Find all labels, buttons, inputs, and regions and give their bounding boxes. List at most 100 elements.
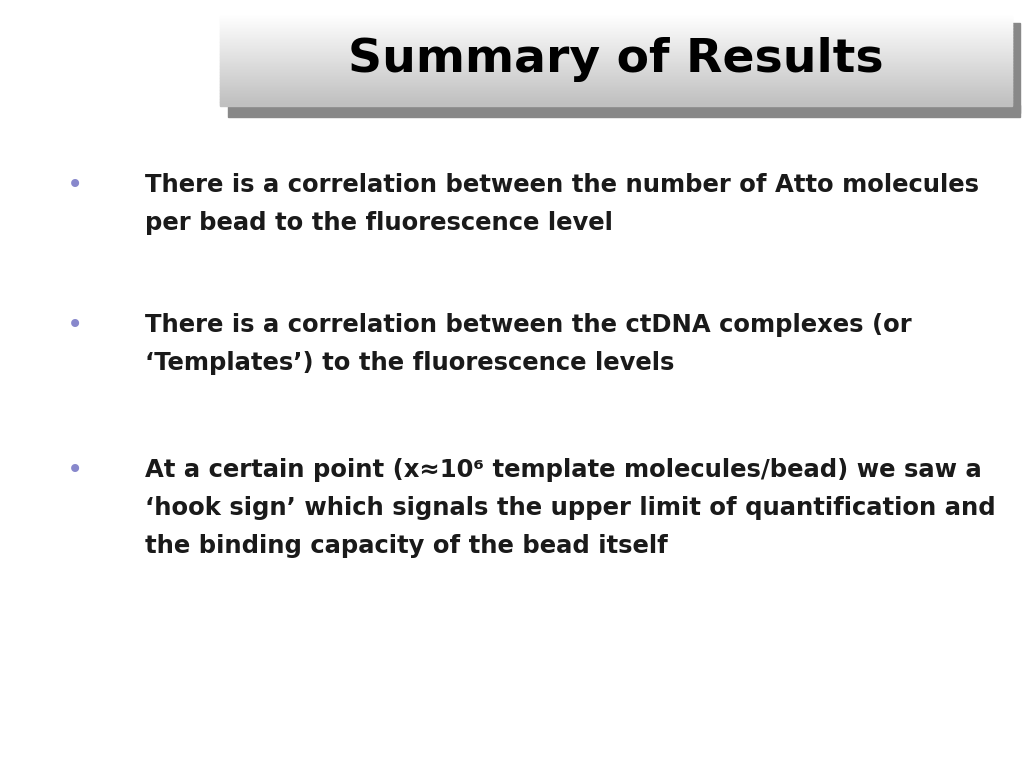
Bar	[220, 31, 1012, 32]
Bar	[220, 72, 1012, 73]
Bar	[220, 20, 1012, 22]
Bar	[220, 69, 1012, 70]
Bar	[220, 32, 1012, 34]
Bar	[220, 45, 1012, 46]
Bar	[220, 75, 1012, 76]
Bar	[220, 40, 1012, 41]
Bar	[1012, 23, 1020, 113]
Text: •: •	[67, 311, 83, 339]
Bar	[220, 25, 1012, 27]
Bar	[220, 90, 1012, 91]
Bar	[220, 18, 1012, 19]
Bar	[220, 50, 1012, 51]
Text: At a certain point (x≈10⁶ template molecules/bead) we saw a: At a certain point (x≈10⁶ template molec…	[145, 458, 982, 482]
Bar	[220, 100, 1012, 101]
Bar	[220, 52, 1012, 54]
Bar	[220, 57, 1012, 58]
Bar	[220, 30, 1012, 31]
Bar	[220, 81, 1012, 83]
Text: There is a correlation between the number of Atto molecules: There is a correlation between the numbe…	[145, 173, 979, 197]
Bar	[220, 78, 1012, 79]
Bar	[220, 22, 1012, 24]
Bar	[220, 101, 1012, 102]
Bar	[220, 80, 1012, 81]
Bar	[220, 95, 1012, 97]
Bar	[220, 58, 1012, 59]
Bar	[220, 17, 1012, 18]
Bar	[220, 83, 1012, 84]
Bar	[228, 105, 1020, 117]
Text: •: •	[67, 456, 83, 484]
Bar	[220, 15, 1012, 16]
Bar	[220, 55, 1012, 57]
Text: per bead to the fluorescence level: per bead to the fluorescence level	[145, 211, 613, 235]
Text: ‘Templates’) to the fluorescence levels: ‘Templates’) to the fluorescence levels	[145, 351, 675, 375]
Bar	[220, 22, 1012, 23]
Bar	[220, 63, 1012, 65]
Bar	[220, 39, 1012, 40]
Bar	[220, 38, 1012, 39]
Bar	[220, 88, 1012, 89]
Bar	[220, 48, 1012, 50]
Bar	[220, 53, 1012, 55]
Bar	[220, 27, 1012, 28]
Bar	[220, 35, 1012, 37]
Bar	[220, 35, 1012, 36]
Bar	[220, 97, 1012, 98]
Bar	[220, 34, 1012, 35]
Bar	[220, 84, 1012, 86]
Bar	[220, 21, 1012, 22]
Bar	[220, 94, 1012, 96]
Bar	[220, 81, 1012, 82]
Bar	[220, 55, 1012, 56]
Bar	[220, 59, 1012, 61]
Text: Summary of Results: Summary of Results	[348, 38, 884, 82]
Bar	[220, 65, 1012, 66]
Bar	[220, 85, 1012, 87]
Bar	[220, 66, 1012, 68]
Text: ‘hook sign’ which signals the upper limit of quantification and: ‘hook sign’ which signals the upper limi…	[145, 496, 995, 520]
Bar	[220, 25, 1012, 26]
Bar	[220, 60, 1012, 61]
Bar	[220, 28, 1012, 30]
Bar	[220, 33, 1012, 35]
Bar	[220, 84, 1012, 85]
Bar	[220, 93, 1012, 94]
Bar	[220, 68, 1012, 69]
Text: There is a correlation between the ctDNA complexes (or: There is a correlation between the ctDNA…	[145, 313, 911, 337]
Bar	[220, 73, 1012, 74]
Bar	[220, 76, 1012, 77]
Bar	[220, 80, 1012, 81]
Bar	[220, 26, 1012, 28]
Bar	[220, 31, 1012, 33]
Bar	[220, 46, 1012, 47]
Text: the binding capacity of the bead itself: the binding capacity of the bead itself	[145, 534, 668, 558]
Bar	[220, 102, 1012, 103]
Bar	[220, 74, 1012, 75]
Bar	[220, 68, 1012, 69]
Bar	[220, 87, 1012, 88]
Bar	[220, 70, 1012, 71]
Bar	[220, 88, 1012, 90]
Bar	[220, 65, 1012, 67]
Bar	[220, 89, 1012, 91]
Bar	[220, 48, 1012, 49]
Bar	[220, 64, 1012, 65]
Bar	[220, 58, 1012, 60]
Bar	[220, 82, 1012, 84]
Text: •: •	[67, 171, 83, 199]
Bar	[220, 77, 1012, 78]
Bar	[220, 44, 1012, 45]
Bar	[220, 98, 1012, 99]
Bar	[220, 54, 1012, 55]
Bar	[220, 98, 1012, 100]
Bar	[220, 67, 1012, 68]
Bar	[220, 16, 1012, 17]
Bar	[220, 56, 1012, 58]
Bar	[220, 29, 1012, 31]
Bar	[220, 18, 1012, 20]
Bar	[220, 36, 1012, 38]
Bar	[220, 16, 1012, 18]
Bar	[220, 41, 1012, 42]
Bar	[220, 49, 1012, 51]
